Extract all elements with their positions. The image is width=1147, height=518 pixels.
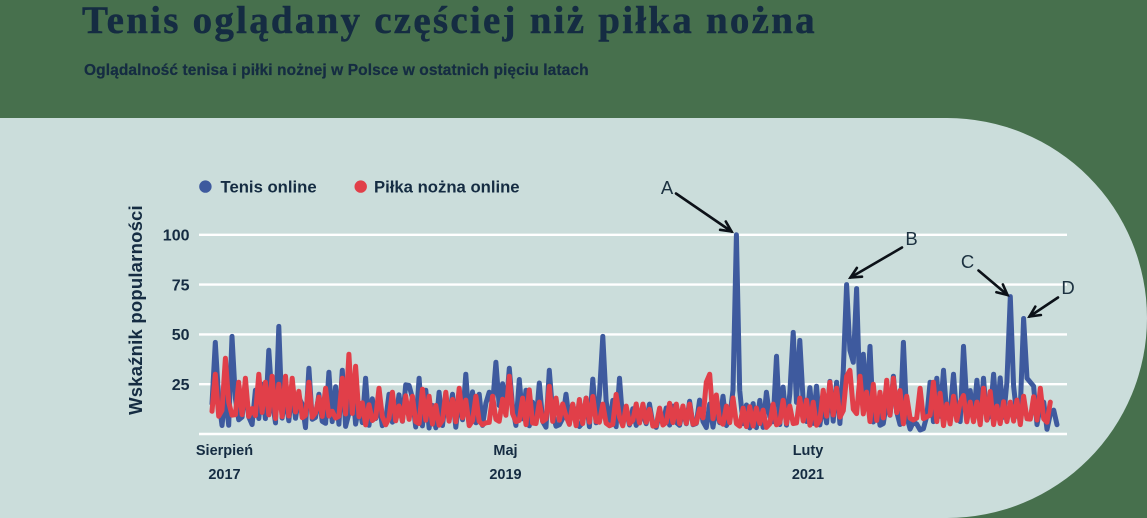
svg-text:A: A [661,177,674,198]
svg-text:Wskaźnik popularności: Wskaźnik popularności [125,205,146,415]
svg-text:2017: 2017 [208,467,240,483]
svg-text:D: D [1061,277,1074,298]
svg-text:50: 50 [172,327,190,344]
svg-text:2019: 2019 [489,467,521,483]
svg-text:Piłka nożna online: Piłka nożna online [374,178,520,197]
svg-text:C: C [961,251,974,272]
svg-text:75: 75 [172,277,190,294]
svg-text:25: 25 [172,377,190,394]
svg-text:2021: 2021 [792,467,824,483]
svg-text:B: B [905,228,917,249]
svg-text:Maj: Maj [493,443,517,459]
svg-text:100: 100 [163,228,190,245]
svg-text:Tenis online: Tenis online [221,178,317,197]
svg-text:Luty: Luty [793,443,824,459]
svg-text:Sierpień: Sierpień [196,443,253,459]
